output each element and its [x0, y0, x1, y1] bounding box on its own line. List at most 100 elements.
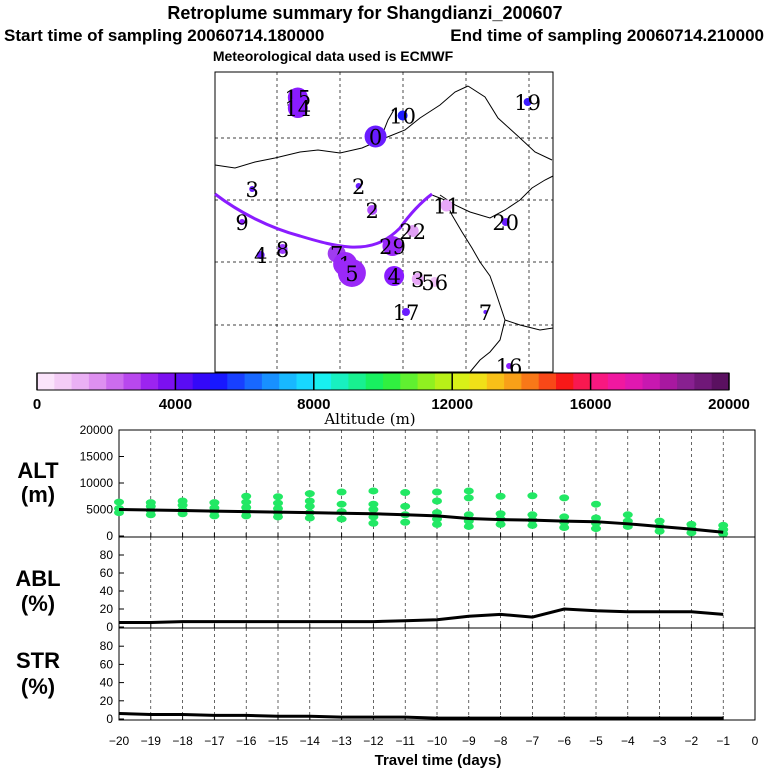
colorbar-cell-31: [573, 373, 592, 390]
panel-ytick-label-ABL-1: 20: [100, 602, 114, 616]
map-cluster-label-9: 20: [492, 211, 519, 235]
panel-ytick-label-ABL-3: 60: [100, 566, 114, 580]
xtick-label-5: −15: [268, 734, 289, 748]
xtick-label-4: −16: [236, 734, 257, 748]
alt-point-48: [463, 487, 474, 495]
xtick-label-6: −14: [300, 734, 321, 748]
alt-point-60: [527, 521, 538, 529]
panel-ytick-label-ALT-4: 20000: [80, 423, 114, 437]
colorbar-cell-37: [677, 373, 695, 390]
alt-point-64: [559, 524, 570, 532]
alt-point-0: [114, 498, 124, 506]
xtick-label-18: −2: [685, 734, 699, 748]
map-frame: [214, 71, 554, 373]
map-cluster-label-13: 8: [276, 238, 289, 262]
panel-ylabel-ABL: ABL: [15, 566, 60, 591]
colorbar-cell-18: [348, 373, 367, 390]
map-cluster-7: [367, 205, 378, 215]
colorbar-cell-26: [486, 373, 505, 390]
colorbar-cell-25: [469, 373, 488, 390]
panel-yunit-ABL: (%): [21, 591, 55, 616]
xtick-label-14: −6: [557, 734, 571, 748]
map-cluster-label-10: 9: [235, 211, 248, 235]
map-cluster-3: [397, 110, 408, 121]
alt-point-56: [495, 520, 506, 528]
alt-point-53: [495, 492, 506, 500]
xtick-label-11: −9: [462, 734, 476, 748]
alt-point-6: [145, 511, 156, 519]
alt-point-29: [304, 514, 315, 522]
panel-ytick-label-STR-3: 60: [100, 657, 114, 671]
colorbar-cell-36: [659, 373, 678, 390]
colorbar-cell-19: [365, 373, 384, 390]
panel-yunit-ALT: (m): [21, 482, 55, 507]
colorbar-cell-7: [158, 373, 176, 390]
alt-point-50: [463, 511, 474, 519]
xtick-label-7: −13: [331, 734, 352, 748]
colorbar-cell-34: [625, 373, 643, 390]
colorbar-cell-4: [106, 373, 124, 390]
xtick-label-8: −12: [363, 734, 384, 748]
colorbar-cell-11: [227, 373, 246, 390]
xtick-label-1: −19: [141, 734, 162, 748]
x-axis-title: Travel time (days): [375, 752, 502, 768]
series-line-STR: [118, 712, 724, 720]
colorbar-cell-21: [400, 373, 419, 390]
alt-point-33: [336, 515, 347, 523]
colorbar-label: Altitude (m): [323, 410, 415, 428]
map-cluster-label-22: 7: [479, 301, 492, 325]
xtick-label-3: −17: [204, 734, 225, 748]
map-cluster-16: [337, 259, 366, 287]
retroplume-map: 15141910032211209224871529435617716: [214, 71, 554, 379]
map-cluster-23: [506, 363, 513, 369]
time-series-panels: 05000100001500020000ALT(m)020406080ABL(%…: [15, 423, 758, 768]
map-cluster-4: [364, 125, 387, 148]
panel-ALT: 0 5000 10000 15000 20000 ALT(m): [17, 423, 756, 543]
colorbar-cell-35: [642, 373, 661, 390]
alt-point-62: [559, 513, 570, 521]
alt-point-14: [209, 512, 220, 520]
map-cluster-label-5: 3: [245, 178, 258, 202]
map-cluster-label-7: 2: [365, 199, 378, 223]
xtick-label-20: 0: [752, 734, 759, 748]
colorbar-tick-label-4: 16000: [570, 396, 612, 413]
map-cluster-21: [401, 308, 410, 316]
panel-ytick-label-ALT-0: 0: [106, 529, 113, 543]
map-cluster-17: [382, 236, 403, 256]
alt-point-36: [368, 506, 379, 513]
panel-ytick-label-ALT-2: 10000: [80, 476, 114, 490]
panel-ytick-label-STR-1: 20: [100, 694, 114, 708]
colorbar-cell-15: [296, 373, 315, 390]
xtick-label-0: −20: [109, 734, 130, 748]
alt-point-42: [400, 518, 411, 526]
alt-point-72: [654, 517, 665, 525]
colorbar-cell-22: [417, 373, 436, 390]
map-cluster-5: [249, 186, 256, 192]
alt-point-34: [368, 487, 379, 495]
colorbar-cell-24: [452, 373, 470, 390]
map-cluster-label-17: 29: [379, 235, 406, 259]
panel-STR: 0 20 40 60 80 STR(%): [16, 627, 756, 726]
map-cluster-label-8: 11: [433, 195, 460, 219]
panel-ytick-label-ABL-2: 40: [100, 584, 114, 598]
alt-point-77: [686, 529, 697, 537]
colorbar-cell-1: [54, 373, 73, 390]
colorbar-tick-label-3: 12000: [431, 396, 473, 413]
xtick-label-9: −11: [395, 734, 415, 748]
alt-point-31: [336, 500, 347, 508]
alt-point-66: [591, 514, 601, 522]
alt-point-35: [368, 500, 379, 508]
map-cluster-20: [429, 277, 440, 287]
end-time-label: End time of sampling 20060714.210000: [450, 26, 764, 45]
map-cluster-label-21: 17: [393, 301, 420, 325]
colorbar-cell-9: [192, 373, 211, 390]
xtick-label-16: −4: [621, 734, 635, 748]
panel-yunit-STR: (%): [21, 674, 55, 699]
alt-point-52: [463, 522, 474, 530]
panel-ylabel-STR: STR: [16, 648, 60, 673]
colorbar-tick-label-1: 4000: [159, 396, 192, 413]
panel-ytick-label-ABL-0: 0: [106, 620, 113, 634]
colorbar-cell-0: [37, 373, 55, 390]
map-cluster-6: [355, 183, 362, 189]
alt-point-74: [654, 527, 665, 535]
